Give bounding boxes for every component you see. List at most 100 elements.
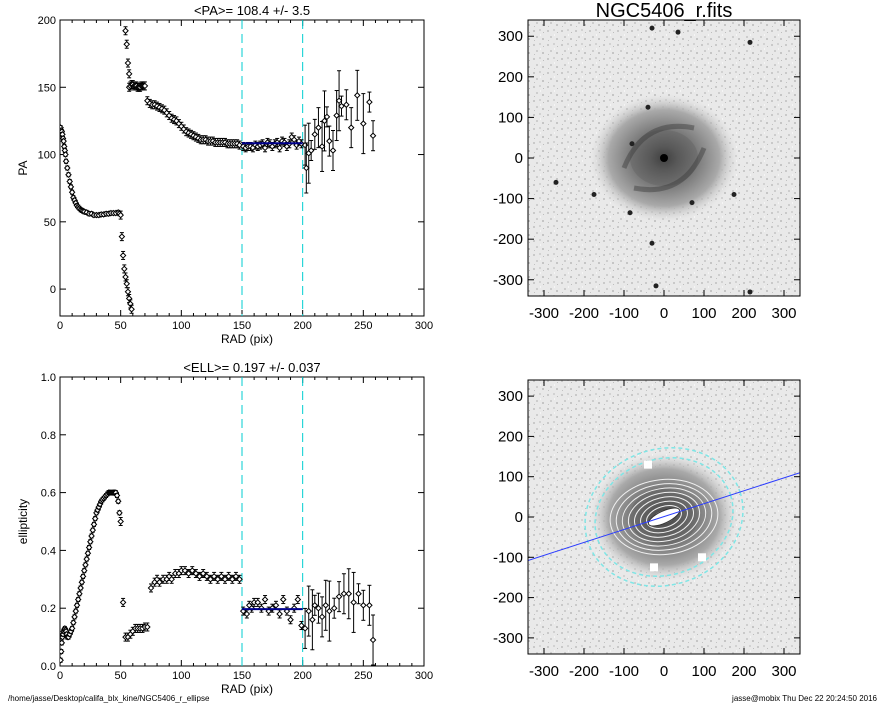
- data-point: [315, 604, 322, 612]
- y-tick-label: 0: [50, 284, 56, 296]
- image-panel-1: -300 -200 -100 0 100 200 300 -300 -200 -100 0 100 20…: [493, 0, 801, 322]
- x-tick-label: 300: [415, 670, 433, 682]
- x-tick-label: 300: [771, 663, 796, 680]
- data-point: [114, 497, 122, 505]
- y-tick-label: 50: [44, 217, 56, 229]
- chart-title: <ELL>= 0.197 +/- 0.037: [183, 360, 320, 375]
- data-point: [87, 538, 94, 546]
- data-point: [71, 613, 78, 621]
- x-tick-label: 0: [660, 305, 668, 322]
- data-point: [60, 648, 65, 655]
- y-tick-label: -300: [493, 630, 523, 647]
- data-point: [196, 573, 203, 580]
- data-point: [91, 515, 99, 522]
- field-star: [649, 240, 655, 246]
- data-point: [116, 509, 123, 517]
- data-point: [125, 70, 133, 78]
- data-point: [309, 616, 316, 624]
- masked-source: [644, 460, 652, 469]
- masked-source: [698, 553, 706, 562]
- data-point: [366, 602, 373, 609]
- data-point: [128, 305, 135, 313]
- field-star: [591, 192, 597, 198]
- data-point: [333, 112, 340, 119]
- isophote-contour: [634, 496, 694, 538]
- data-point: [63, 164, 71, 172]
- data-point: [117, 211, 124, 219]
- data-point: [124, 59, 132, 67]
- data-point: [83, 555, 91, 563]
- data-point: [355, 590, 362, 598]
- x-axis-label: RAD (pix): [221, 332, 273, 346]
- y-tick-label: 0.0: [41, 661, 56, 673]
- isophote-contour: [627, 491, 701, 543]
- data-point: [276, 610, 283, 618]
- x-tick-label: -300: [529, 305, 559, 322]
- x-tick-label: 200: [731, 305, 756, 322]
- x-tick-label: 200: [293, 670, 311, 682]
- x-tick-label: 200: [293, 320, 311, 332]
- y-tick-label: 300: [498, 388, 523, 405]
- data-point: [353, 92, 361, 99]
- data-point: [318, 613, 326, 621]
- x-tick-label: 200: [731, 663, 756, 680]
- data-point: [88, 532, 95, 540]
- data-point: [360, 602, 367, 609]
- data-point: [123, 40, 131, 48]
- data-point: [228, 575, 236, 583]
- data-point: [123, 280, 131, 288]
- data-point: [276, 144, 283, 152]
- y-tick-label: -300: [493, 272, 523, 289]
- data-point: [144, 623, 151, 631]
- chart-1: 0 50 100 150 200 250 300 0 50 100 150 200 <PA>= 108.…: [16, 3, 433, 346]
- x-tick-label: -300: [529, 663, 559, 680]
- data-point: [78, 578, 86, 586]
- x-tick-label: 300: [415, 320, 433, 332]
- y-axis-label: PA: [16, 160, 30, 175]
- data-point: [366, 98, 373, 106]
- image-panel-2: -300 -200 -100 0 100 200 300 -300 -200 -100 0 100 20…: [493, 379, 801, 680]
- x-tick-label: -100: [609, 663, 639, 680]
- masked-source: [650, 563, 658, 572]
- data-point: [236, 575, 243, 583]
- data-point: [90, 521, 98, 528]
- plot-area: [60, 377, 377, 666]
- x-tick-label: 50: [115, 670, 127, 682]
- data-point: [120, 265, 128, 273]
- data-point: [301, 625, 309, 632]
- y-tick-label: 0.2: [41, 603, 56, 615]
- isophote-contour: [621, 487, 707, 547]
- y-tick-label: 100: [498, 109, 523, 126]
- footer-user-timestamp: jasse@mobix Thu Dec 22 20:24:50 2016: [732, 694, 877, 703]
- x-tick-label: 150: [233, 320, 251, 332]
- y-tick-label: 0.6: [41, 488, 56, 500]
- plot-area: [60, 20, 377, 316]
- data-point: [326, 607, 333, 615]
- x-tick-label: 250: [354, 670, 372, 682]
- field-star: [629, 141, 635, 147]
- data-point: [72, 607, 80, 615]
- field-star: [675, 29, 681, 35]
- data-point: [156, 578, 163, 586]
- field-star: [689, 200, 695, 206]
- image-title: NGC5406_r.fits: [596, 0, 733, 22]
- data-point: [73, 602, 81, 609]
- isophote-contour: [615, 483, 713, 551]
- x-tick-label: -200: [569, 305, 599, 322]
- data-point: [122, 273, 129, 281]
- data-point: [122, 27, 129, 35]
- data-point: [329, 147, 337, 154]
- footer-path: /home/jasse/Desktop/califa_blx_kine/NGC5…: [8, 694, 210, 703]
- data-point: [67, 183, 75, 191]
- data-point: [185, 570, 192, 577]
- data-point: [360, 120, 367, 127]
- field-star: [747, 39, 753, 45]
- data-point: [85, 544, 93, 551]
- data-point: [335, 593, 343, 600]
- data-point: [89, 526, 97, 534]
- data-point: [77, 584, 84, 592]
- y-tick-label: 150: [38, 82, 56, 94]
- x-tick-label: 150: [233, 670, 251, 682]
- data-point: [60, 656, 64, 664]
- field-star: [747, 289, 753, 295]
